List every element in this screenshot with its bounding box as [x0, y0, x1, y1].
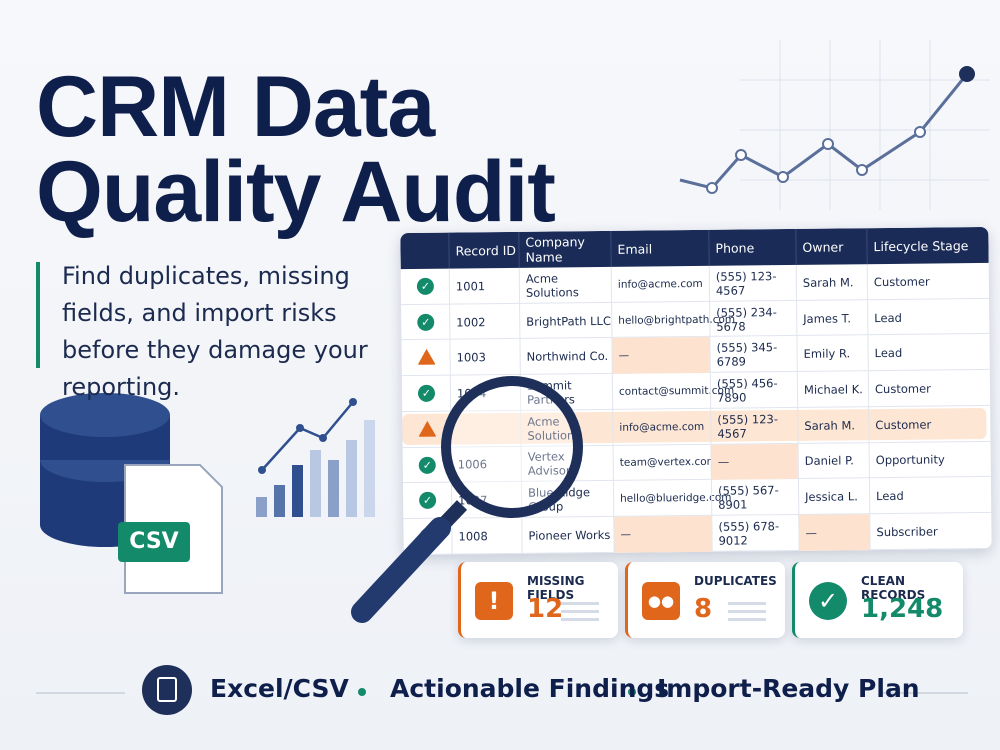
status-icon	[419, 527, 437, 545]
stat-label: CLEAN RECORDS	[861, 574, 926, 602]
table-cell: (555) 678-9012	[711, 514, 799, 552]
status-icon: ✓	[418, 456, 436, 474]
table-cell: hello@brightpath.com	[611, 301, 735, 339]
stat-card: ●● DUPLICATES 8	[625, 562, 785, 638]
footer-item: Excel/CSV	[210, 674, 349, 703]
status-icon	[418, 420, 437, 437]
column-header: Lifecycle Stage	[866, 226, 989, 265]
footer-item: Import-Ready Plan	[657, 674, 920, 703]
table-cell: contact@summit.com	[611, 372, 734, 410]
table-cell: Lead	[868, 477, 992, 515]
title-line: Quality Audit	[36, 144, 556, 240]
table-cell: BrightPath LLC	[519, 302, 612, 340]
stat-line	[728, 610, 766, 613]
table-cell: James T.	[796, 299, 868, 337]
stat-label: DUPLICATES	[694, 574, 777, 588]
stat-card: ! MISSING FIELDS 12	[458, 562, 618, 638]
table-cell: Northwind Co.	[519, 338, 612, 375]
table-cell: (555) 123-4567	[708, 264, 797, 302]
table-cell: —	[798, 514, 870, 551]
table-cell: 1008	[451, 517, 522, 555]
status-icon: ✓	[417, 384, 436, 403]
subtitle: Find duplicates, missing fields, and imp…	[62, 262, 368, 401]
table-cell: (555) 345-6789	[709, 336, 797, 373]
csv-badge: CSV	[129, 529, 179, 554]
table-cell: Jessica L.	[797, 478, 870, 515]
table-cell: 1003	[449, 339, 520, 376]
stat-icon: ✓	[809, 582, 847, 620]
table-cell: Sarah M.	[797, 406, 869, 444]
table-cell: (555) 234-5678	[709, 300, 797, 338]
stat-line	[561, 610, 599, 613]
table-cell: info@acme.com	[612, 408, 711, 446]
table-cell: Sarah M.	[795, 264, 868, 301]
stat-card: ✓ CLEAN RECORDS 1,248	[792, 562, 963, 638]
table-cell: Customer	[868, 405, 991, 443]
status-icon: ✓	[417, 313, 435, 331]
column-header: Record ID	[448, 231, 519, 269]
table-cell: 1006	[450, 446, 521, 483]
table-cell: Pioneer Works	[521, 516, 614, 554]
table-cell: 1004	[449, 374, 521, 412]
table-cell: Customer	[866, 262, 990, 300]
table-cell: Acme Solutions	[518, 266, 612, 304]
table-cell: —	[613, 515, 712, 553]
table-cell: Blue Ridge Group	[520, 481, 614, 518]
stat-line	[561, 618, 599, 621]
table-cell: 1007	[450, 482, 522, 519]
table-cell: Lead	[867, 334, 990, 372]
table-cell: Acme Solutions	[520, 409, 613, 447]
footer-item: Actionable Findings	[390, 674, 670, 703]
table-cell: 1002	[449, 303, 520, 340]
table-cell: team@vertex.com	[612, 444, 717, 482]
column-header: Email	[610, 229, 709, 267]
table-cell: —	[611, 337, 710, 374]
table-cell: Lead	[867, 298, 990, 336]
table-cell: Summit Partners	[519, 373, 613, 411]
table-cell: Emily R.	[796, 335, 868, 373]
column-header: Phone	[708, 228, 796, 266]
column-header: Owner	[795, 228, 867, 265]
table-cell: info@acme.com	[610, 265, 710, 303]
stat-icon: !	[475, 582, 513, 620]
table-cell	[450, 410, 521, 448]
table-cell: hello@blueridge.com	[612, 480, 732, 517]
stat-value: 8	[694, 594, 713, 624]
status-icon: ✓	[419, 491, 437, 510]
table-cell: 1001	[448, 267, 520, 305]
stat-icon: ●●	[642, 582, 680, 620]
table-cell: Customer	[867, 370, 991, 407]
table-cell: Opportunity	[868, 441, 991, 479]
table-cell: —	[710, 443, 798, 481]
stat-value: 1,248	[861, 594, 944, 624]
status-icon	[417, 349, 436, 366]
stat-label: MISSING FIELDS	[527, 574, 585, 602]
table-cell: Daniel P.	[797, 442, 869, 480]
table-cell: Subscriber	[869, 512, 992, 550]
title-line: CRM Data	[36, 59, 435, 155]
status-icon: ✓	[416, 277, 434, 295]
table-cell: (555) 123-4567	[710, 407, 798, 445]
data-table: Record ID Company Name Email Phone Owner Life…	[400, 226, 992, 556]
stat-line	[561, 602, 599, 605]
table-cell: (555) 567-8901	[710, 479, 799, 516]
table-cell: Vertex Advisors	[520, 445, 613, 483]
stat-line	[728, 618, 766, 621]
table-cell: (555) 456-7890	[709, 372, 798, 409]
stat-value: 12	[527, 594, 564, 624]
table-cell: Michael K.	[796, 371, 869, 408]
column-header: Company Name	[518, 230, 611, 268]
stat-line	[728, 602, 766, 605]
